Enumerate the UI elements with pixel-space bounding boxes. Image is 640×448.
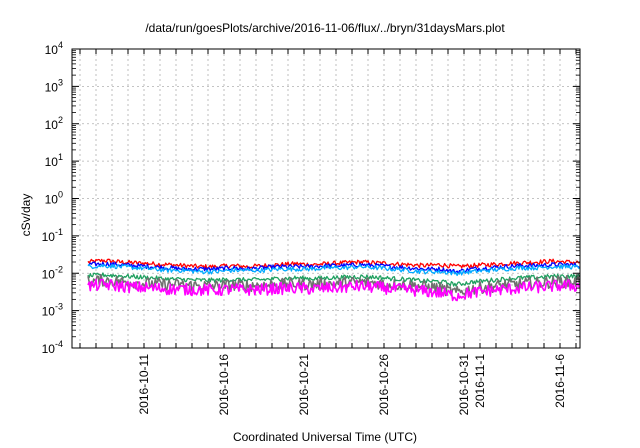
chart-title: /data/run/goesPlots/archive/2016-11-06/f… — [145, 21, 505, 35]
series-line-1 — [87, 258, 580, 270]
series-line-3 — [87, 263, 580, 277]
series-line-4 — [87, 272, 580, 287]
y-tick-label: 102 — [45, 115, 63, 132]
x-tick-label: 2016-10-21 — [297, 354, 311, 416]
x-tick-label: 2016-10-26 — [377, 354, 391, 416]
grid — [72, 49, 580, 348]
ticks — [72, 48, 580, 349]
x-tick-label: 2016-11-1 — [473, 354, 487, 408]
y-tick-label: 101 — [45, 152, 63, 169]
y-tick-label: 10-1 — [42, 227, 63, 244]
x-tick-labels: 2016-10-11 2016-10-16 2016-10-21 2016-10-26… — [137, 354, 567, 416]
y-axis-label: cSv/day — [19, 194, 33, 237]
y-tick-label: 10-3 — [42, 302, 63, 319]
y-tick-label: 104 — [45, 40, 63, 57]
y-tick-label: 103 — [45, 77, 63, 94]
y-tick-label: 100 — [45, 190, 63, 207]
x-axis-label: Coordinated Universal Time (UTC) — [233, 430, 417, 444]
x-tick-label: 2016-10-16 — [217, 354, 231, 416]
x-tick-label: 2016-10-11 — [137, 354, 151, 415]
y-tick-labels: 10-4 10-3 10-2 10-1 100 101 102 103 104 — [42, 40, 63, 356]
x-tick-label: 2016-11-6 — [553, 354, 567, 408]
y-tick-label: 10-2 — [42, 264, 63, 281]
series-layer — [87, 258, 581, 302]
series-line-6 — [87, 278, 581, 302]
x-tick-label: 2016-10-31 — [457, 354, 471, 416]
y-tick-label: 10-4 — [42, 339, 63, 356]
